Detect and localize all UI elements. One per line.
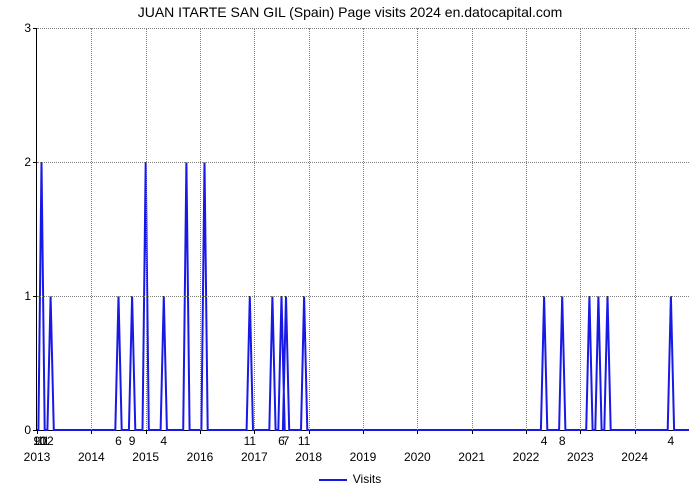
x-tick-mark [635, 430, 636, 434]
peak-value-label: 4 [541, 430, 548, 448]
grid-line-vertical [472, 28, 473, 430]
x-tick-mark [91, 430, 92, 434]
x-tick-mark [200, 430, 201, 434]
peak-value-label: 9 [129, 430, 136, 448]
x-sublabel: 12 [40, 430, 53, 448]
grid-line-vertical [417, 28, 418, 430]
peak-value-label: 4 [668, 430, 675, 448]
grid-line-vertical [635, 28, 636, 430]
peak-value-label: 11 [244, 430, 256, 448]
page-visits-chart: JUAN ITARTE SAN GIL (Spain) Page visits … [0, 0, 700, 500]
grid-line-vertical [146, 28, 147, 430]
x-tick-mark [417, 430, 418, 434]
grid-line-vertical [363, 28, 364, 430]
x-tick-mark [146, 430, 147, 434]
x-tick-label: 2013 [24, 446, 51, 464]
x-tick-mark [363, 430, 364, 434]
y-tick-label: 2 [9, 155, 37, 169]
x-tick-mark [472, 430, 473, 434]
plot-area: 0123201320142015201620172018201920202021… [36, 28, 689, 431]
grid-line-vertical [91, 28, 92, 430]
x-tick-label: 2022 [513, 446, 540, 464]
legend-swatch [319, 479, 347, 481]
x-tick-mark [526, 430, 527, 434]
x-tick-label: 2016 [187, 446, 214, 464]
y-tick-label: 1 [9, 289, 37, 303]
x-tick-label: 2021 [458, 446, 485, 464]
peak-value-label: 4 [160, 430, 167, 448]
x-tick-label: 2018 [295, 446, 322, 464]
grid-line-vertical [200, 28, 201, 430]
chart-legend: Visits [0, 472, 700, 486]
grid-line-vertical [254, 28, 255, 430]
x-tick-label: 2023 [567, 446, 594, 464]
y-tick-label: 3 [9, 21, 37, 35]
grid-line-vertical [309, 28, 310, 430]
peak-value-label: 8 [559, 430, 566, 448]
x-tick-label: 2024 [621, 446, 648, 464]
peak-value-label: 6 [115, 430, 122, 448]
peak-value-label: 11 [298, 430, 310, 448]
x-tick-label: 2017 [241, 446, 268, 464]
x-tick-mark [580, 430, 581, 434]
x-tick-label: 2020 [404, 446, 431, 464]
legend-label: Visits [353, 472, 381, 486]
grid-line-vertical [526, 28, 527, 430]
x-tick-label: 2015 [132, 446, 159, 464]
x-tick-label: 2014 [78, 446, 105, 464]
x-tick-label: 2019 [350, 446, 377, 464]
chart-title: JUAN ITARTE SAN GIL (Spain) Page visits … [0, 4, 700, 20]
peak-value-label: 7 [283, 430, 290, 448]
grid-line-vertical [580, 28, 581, 430]
